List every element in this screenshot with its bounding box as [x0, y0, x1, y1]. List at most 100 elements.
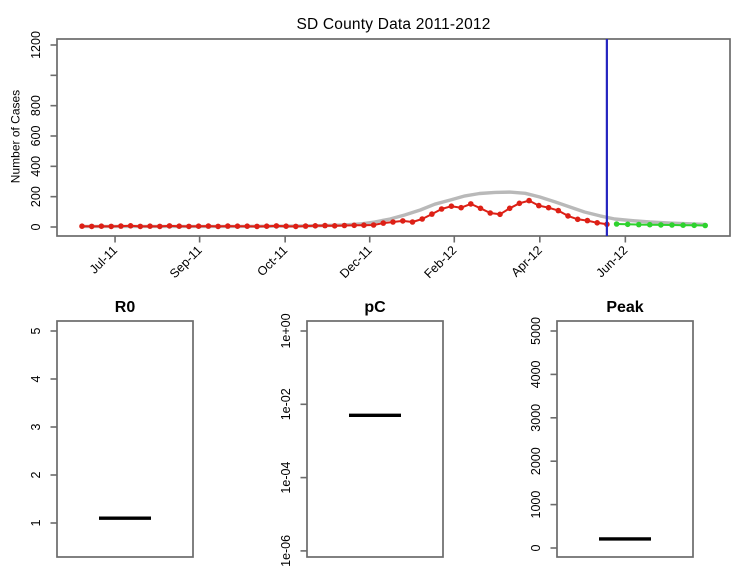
- observed-data-point: [108, 223, 114, 230]
- top-chart-title: SD County Data 2011-2012: [296, 16, 491, 33]
- y-axis-tick-label: 400: [29, 156, 43, 177]
- y-axis-tick-label: 200: [29, 186, 43, 207]
- observed-data-point: [380, 220, 387, 226]
- observed-data-point: [526, 197, 532, 204]
- peak-y-tick-label: 4000: [529, 360, 543, 388]
- observed-data-point: [79, 223, 85, 229]
- observed-data-point: [205, 223, 212, 229]
- observed-data-point: [331, 223, 338, 229]
- observed-data-point: [157, 223, 163, 230]
- observed-data-point: [147, 223, 153, 229]
- observed-data-point: [584, 217, 591, 224]
- observed-data-point: [88, 223, 95, 230]
- observed-data-point: [215, 223, 221, 230]
- observed-data-point: [166, 223, 173, 229]
- forecast-data-point: [702, 222, 708, 229]
- observed-data-point: [127, 223, 134, 229]
- observed-data-point: [341, 222, 348, 229]
- pc-plot-box: [306, 320, 444, 558]
- observed-data-point: [400, 218, 406, 224]
- x-axis-tick-label: Sep-11: [167, 243, 205, 281]
- peak-y-tick-label: 5000: [529, 317, 543, 345]
- observed-data-point: [370, 222, 377, 228]
- observed-data-point: [312, 223, 319, 229]
- forecast-data-point: [636, 221, 642, 228]
- observed-data-point: [176, 223, 182, 229]
- observed-data-point: [565, 213, 571, 219]
- pc-y-tick-label: 1e-06: [279, 535, 293, 567]
- observed-data-point: [302, 223, 309, 229]
- y-axis-tick-label: 600: [29, 126, 43, 147]
- panel-title-r0: R0: [114, 299, 136, 316]
- observed-data-point: [506, 205, 513, 212]
- observed-data-point: [137, 223, 144, 230]
- peak-y-tick-label: 0: [529, 544, 543, 551]
- observed-data-point: [477, 205, 484, 212]
- observed-data-point: [118, 223, 124, 229]
- observed-data-point: [390, 219, 396, 225]
- forecast-data-point: [624, 221, 631, 228]
- observed-data-point: [545, 204, 552, 211]
- peak-y-tick-label: 3000: [529, 404, 543, 432]
- observed-data-point: [429, 211, 435, 217]
- observed-data-point: [361, 222, 367, 228]
- r0-y-tick-label: 5: [29, 327, 43, 334]
- y-axis-tick-label: 0: [29, 223, 43, 230]
- x-axis-tick-label: Feb-12: [421, 243, 459, 281]
- r0-y-tick-label: 4: [29, 375, 43, 382]
- peak-y-tick-label: 2000: [529, 447, 543, 475]
- forecast-data-point: [680, 222, 686, 228]
- pc-y-tick-label: 1e-04: [279, 462, 293, 494]
- observed-data-point: [263, 223, 270, 229]
- observed-data-point: [419, 216, 426, 222]
- observed-data-point: [468, 201, 474, 207]
- r0-y-tick-label: 2: [29, 471, 43, 478]
- r0-y-tick-label: 1: [29, 519, 43, 526]
- peak-y-tick-label: 1000: [529, 491, 543, 519]
- forecast-data-point: [691, 222, 697, 229]
- pc-y-tick-label: 1e-02: [279, 388, 293, 420]
- r0-plot-box: [56, 320, 194, 558]
- observed-series-line: [81, 199, 608, 228]
- forecast-data-point: [647, 221, 653, 228]
- observed-data-point: [497, 211, 503, 218]
- observed-data-point: [555, 207, 562, 214]
- observed-data-point: [225, 223, 231, 229]
- top-plot-box: [56, 38, 731, 237]
- panel-title-peak: Peak: [606, 299, 644, 316]
- forecast-data-point: [658, 222, 664, 228]
- observed-data-point: [594, 220, 600, 226]
- observed-data-point: [254, 223, 260, 230]
- y-axis-tick-label: 1200: [29, 31, 43, 59]
- observed-data-point: [293, 223, 299, 230]
- observed-data-point: [244, 223, 250, 229]
- observed-data-point: [574, 216, 581, 223]
- r0-y-tick-label: 3: [29, 423, 43, 430]
- observed-data-point: [409, 219, 416, 225]
- observed-data-point: [536, 202, 542, 209]
- observed-data-point: [98, 223, 105, 229]
- observed-data-point: [438, 206, 445, 212]
- observed-data-point: [195, 223, 202, 229]
- observed-data-point: [273, 223, 280, 229]
- observed-data-point: [516, 200, 523, 207]
- x-axis-tick-label: Oct-11: [254, 243, 290, 279]
- observed-data-point: [186, 223, 192, 230]
- panel-title-pc: pC: [364, 299, 386, 316]
- x-axis-tick-label: Dec-11: [337, 243, 375, 281]
- peak-plot-box: [556, 320, 694, 558]
- top-chart-ylabel: Number of Cases: [8, 89, 23, 184]
- observed-data-point: [283, 223, 289, 229]
- x-axis-tick-label: Apr-12: [508, 243, 544, 279]
- forecast-data-point: [669, 222, 675, 228]
- pc-y-tick-label: 1e+00: [279, 313, 293, 348]
- x-axis-tick-label: Jun-12: [594, 243, 631, 280]
- observed-data-point: [448, 203, 455, 209]
- forecast-data-point: [613, 221, 620, 227]
- observed-data-point: [351, 222, 358, 229]
- observed-data-point: [487, 210, 494, 216]
- y-axis-tick-label: 800: [29, 95, 43, 116]
- observed-data-point: [234, 223, 241, 229]
